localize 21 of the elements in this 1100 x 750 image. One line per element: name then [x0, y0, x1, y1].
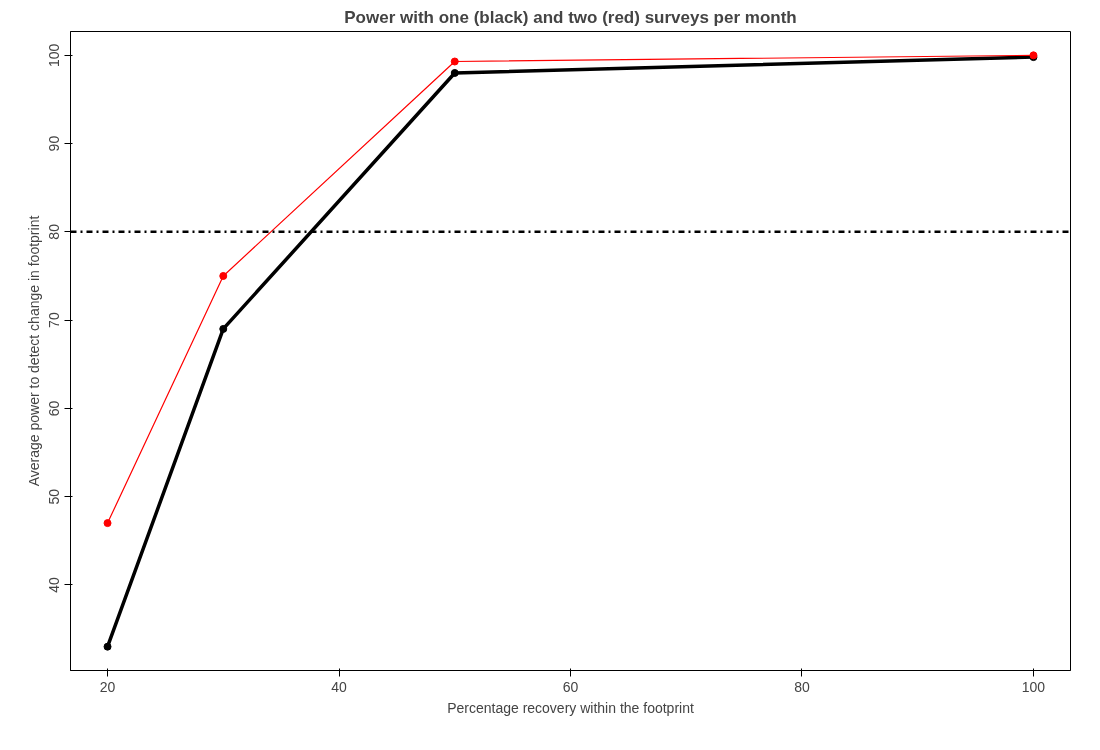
point	[450, 68, 459, 77]
y-axis-title: Average power to detect change in footprint	[25, 215, 42, 487]
y-tick-label: 40	[46, 576, 63, 593]
y-tick-label: 60	[46, 400, 63, 417]
point	[450, 57, 459, 66]
y-tick-label: 70	[46, 312, 63, 328]
point	[219, 271, 228, 280]
x-tick-label: 20	[99, 678, 116, 695]
y-tick-label: 100	[46, 43, 63, 68]
x-axis-title: Percentage recovery within the footprint	[447, 699, 694, 716]
y-tick-label: 90	[46, 135, 63, 152]
x-tick-label: 80	[794, 678, 810, 695]
y-tick-label: 80	[46, 223, 63, 240]
point	[103, 519, 112, 528]
x-tick-label: 100	[1021, 678, 1046, 695]
chart-title: Power with one (black) and two (red) surveys per month	[344, 7, 797, 27]
y-tick-label: 50	[46, 488, 63, 505]
point	[219, 324, 228, 333]
x-tick-label: 40	[331, 678, 348, 695]
x-tick-label: 60	[562, 678, 579, 695]
point	[103, 642, 112, 651]
